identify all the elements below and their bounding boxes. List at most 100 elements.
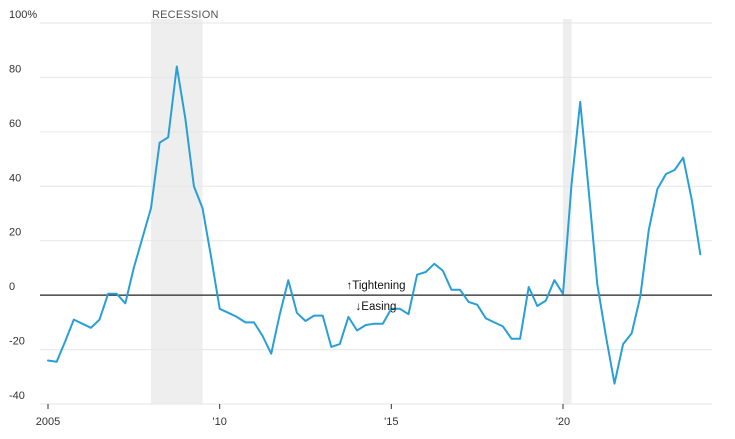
data-point xyxy=(279,313,281,315)
data-point xyxy=(98,318,100,320)
data-point xyxy=(330,346,332,348)
y-tick-label: 20 xyxy=(9,227,21,239)
data-point xyxy=(476,303,478,305)
data-point xyxy=(347,316,349,318)
data-point xyxy=(682,157,684,159)
y-tick-label: 80 xyxy=(9,63,21,75)
data-point xyxy=(184,117,186,119)
data-point xyxy=(639,295,641,297)
data-point xyxy=(339,343,341,345)
recession-band xyxy=(151,19,203,404)
data-point xyxy=(605,335,607,337)
data-point xyxy=(622,343,624,345)
data-point xyxy=(424,271,426,273)
series-line xyxy=(47,65,702,385)
data-point xyxy=(673,169,675,171)
data-point xyxy=(459,289,461,291)
data-point xyxy=(433,263,435,265)
data-point xyxy=(519,337,521,339)
data-point xyxy=(287,279,289,281)
data-point xyxy=(141,237,143,239)
data-point xyxy=(613,382,615,384)
x-axis: 2005 '10 '15 '20 xyxy=(36,404,570,428)
data-point xyxy=(158,142,160,144)
data-point xyxy=(244,321,246,323)
y-tick-label: 40 xyxy=(9,172,21,184)
data-point xyxy=(201,207,203,209)
data-point xyxy=(467,301,469,303)
data-point xyxy=(356,329,358,331)
data-point xyxy=(64,340,66,342)
easing-annotation: ↓Easing xyxy=(356,301,397,313)
data-point xyxy=(124,302,126,304)
data-point xyxy=(313,314,315,316)
data-point xyxy=(502,325,504,327)
data-point xyxy=(47,359,49,361)
data-point xyxy=(81,323,83,325)
data-point xyxy=(270,352,272,354)
y-tick-label: 0 xyxy=(9,281,15,293)
data-point xyxy=(115,293,117,295)
data-point xyxy=(536,305,538,307)
y-tick-label: -20 xyxy=(9,336,25,348)
data-point xyxy=(107,293,109,295)
data-point xyxy=(570,182,572,184)
recession-band xyxy=(563,19,572,404)
data-point xyxy=(176,65,178,67)
data-point xyxy=(296,312,298,314)
data-point xyxy=(253,321,255,323)
data-point xyxy=(227,312,229,314)
y-tick-label: 60 xyxy=(9,118,21,130)
data-point xyxy=(510,337,512,339)
data-point xyxy=(656,188,658,190)
data-point xyxy=(150,207,152,209)
data-point xyxy=(364,324,366,326)
data-point xyxy=(399,308,401,310)
grid-lines xyxy=(40,22,712,405)
data-point xyxy=(588,191,590,193)
data-point xyxy=(373,323,375,325)
data-point xyxy=(630,332,632,334)
x-tick-label: '20 xyxy=(556,416,570,428)
data-point xyxy=(485,317,487,319)
recession-label: RECESSION xyxy=(152,9,219,21)
data-point xyxy=(596,283,598,285)
data-point xyxy=(416,274,418,276)
data-point xyxy=(321,314,323,316)
x-tick-label: '15 xyxy=(384,416,398,428)
y-tick-label: 100% xyxy=(9,9,37,21)
x-tick-label: '10 xyxy=(212,416,226,428)
tightening-annotation: ↑Tightening xyxy=(346,280,405,292)
data-point xyxy=(553,279,555,281)
x-tick-label: 2005 xyxy=(36,416,60,428)
data-point xyxy=(699,253,701,255)
data-point xyxy=(218,308,220,310)
data-point xyxy=(545,299,547,301)
data-point xyxy=(193,185,195,187)
data-point xyxy=(304,320,306,322)
data-point xyxy=(210,256,212,258)
y-tick-label: -40 xyxy=(9,390,25,402)
data-point xyxy=(73,318,75,320)
data-point xyxy=(450,289,452,291)
data-point xyxy=(442,269,444,271)
data-point xyxy=(236,316,238,318)
data-point xyxy=(407,313,409,315)
data-point xyxy=(382,323,384,325)
data-point xyxy=(579,101,581,103)
data-point xyxy=(493,321,495,323)
data-point xyxy=(648,229,650,231)
data-point xyxy=(527,286,529,288)
data-point xyxy=(691,199,693,201)
data-point xyxy=(133,267,135,269)
recession-bands: RECESSION xyxy=(151,9,572,404)
data-point xyxy=(261,335,263,337)
data-point xyxy=(167,136,169,138)
data-point xyxy=(90,327,92,329)
y-axis-labels: 100% 80 60 40 20 0 -20 -40 xyxy=(9,9,37,402)
data-points xyxy=(47,65,702,384)
data-point xyxy=(562,293,564,295)
data-point xyxy=(665,173,667,175)
data-point xyxy=(55,361,57,363)
